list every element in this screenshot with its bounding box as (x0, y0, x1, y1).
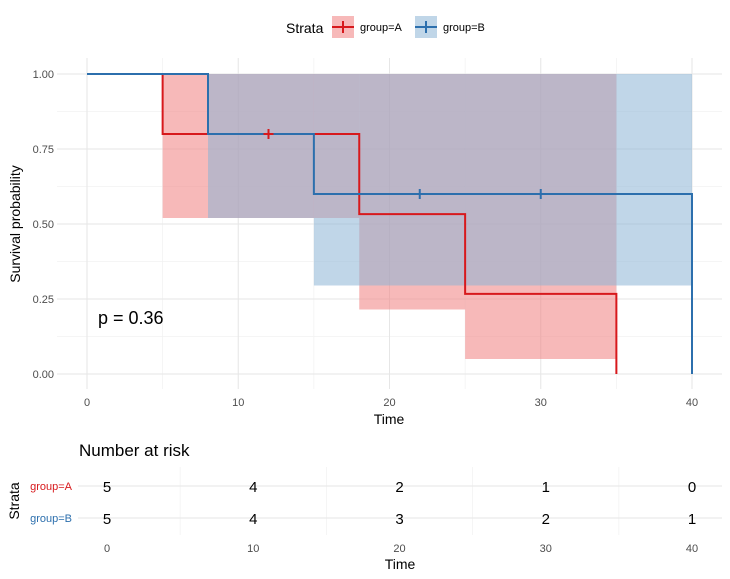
risk-row-group-a: group=A 5 4 2 1 0 (30, 479, 696, 496)
confidence-bands (162, 74, 692, 359)
risk-x-tick-label: 40 (686, 543, 698, 555)
legend-items: group=A group=B (332, 16, 485, 38)
y-tick-label: 0.50 (33, 219, 54, 231)
risk-row-label: group=A (30, 481, 73, 493)
survival-curve-group-a (87, 73, 618, 374)
risk-count: 0 (688, 479, 696, 496)
survival-curves (87, 73, 693, 374)
risk-table-rows: group=A 5 4 2 1 0 group=B 5 4 3 2 1 (30, 479, 696, 528)
y-tick-label: 0.75 (33, 144, 54, 156)
legend-title: Strata (286, 20, 324, 36)
legend-label: group=B (443, 22, 485, 34)
legend-item-group-b: group=B (415, 16, 485, 38)
censor-mark-group-b (414, 189, 425, 199)
risk-x-tick-label: 20 (393, 543, 405, 555)
risk-count: 5 (103, 511, 111, 528)
legend-label: group=A (360, 22, 403, 34)
risk-x-tick-label: 30 (540, 543, 552, 555)
y-tick-label: 0.00 (33, 369, 54, 381)
risk-row-group-b: group=B 5 4 3 2 1 (30, 511, 696, 528)
y-axis-title: Survival probability (7, 165, 23, 283)
risk-row-label: group=B (30, 513, 72, 525)
risk-x-tick-label: 10 (247, 543, 259, 555)
risk-count: 1 (542, 479, 550, 496)
risk-count: 2 (542, 511, 550, 528)
x-tick-label: 10 (232, 397, 244, 409)
censor-mark-group-b (535, 189, 546, 199)
x-tick-labels: 0 10 20 30 40 (84, 397, 698, 409)
confidence-band-group-b (208, 74, 314, 218)
survival-curve-group-b (87, 73, 693, 374)
risk-count: 3 (395, 511, 403, 528)
risk-y-axis-title: Strata (6, 482, 22, 520)
x-tick-label: 40 (686, 397, 698, 409)
censor-marks (263, 129, 546, 199)
risk-x-tick-labels: 0 10 20 30 40 (104, 543, 698, 555)
x-tick-label: 30 (535, 397, 547, 409)
risk-count: 4 (249, 479, 257, 496)
censor-mark-group-a (263, 129, 274, 139)
x-tick-label: 0 (84, 397, 90, 409)
x-tick-label: 20 (383, 397, 395, 409)
risk-table-title: Number at risk (79, 441, 190, 460)
legend-item-group-a: group=A (332, 16, 403, 38)
x-axis-title: Time (374, 411, 405, 427)
legend: Strata group=A group=B (286, 16, 485, 38)
risk-count: 5 (103, 479, 111, 496)
risk-count: 1 (688, 511, 696, 528)
risk-table-grid (78, 467, 722, 535)
y-tick-label: 1.00 (33, 69, 54, 81)
survival-plot: 0.00 0.25 0.50 0.75 1.00 0 10 20 30 40 Time Surv… (7, 58, 722, 427)
p-value-annotation: p = 0.36 (98, 308, 164, 328)
y-tick-labels: 0.00 0.25 0.50 0.75 1.00 (33, 69, 54, 381)
risk-count: 2 (395, 479, 403, 496)
risk-x-axis-title: Time (385, 556, 416, 572)
risk-x-tick-label: 0 (104, 543, 110, 555)
risk-count: 4 (249, 511, 257, 528)
confidence-band-group-b (313, 74, 692, 286)
y-tick-label: 0.25 (33, 294, 54, 306)
